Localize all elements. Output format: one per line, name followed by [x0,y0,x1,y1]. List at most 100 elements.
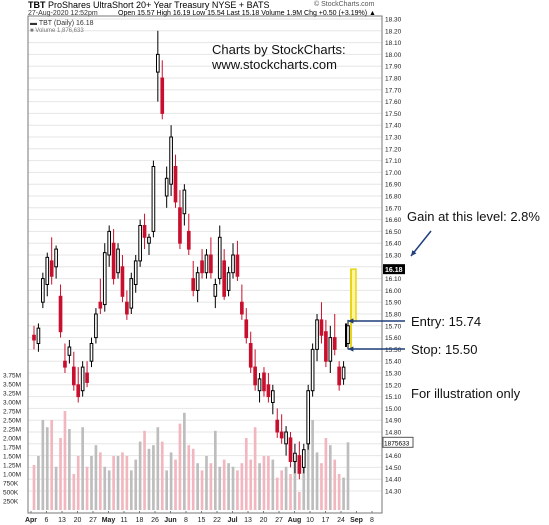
volume-tick-label: 2.75M [3,409,21,416]
price-tick-label: 17.30 [385,135,402,142]
candle-body [275,419,280,433]
candle-body [235,254,240,277]
price-tick-label: 18.20 [385,28,402,35]
candle-body [169,136,173,185]
volume-bar [337,474,341,510]
candle-body [226,272,231,291]
candle-body [178,207,182,244]
candle-body [200,260,204,274]
price-tick-label: 14.30 [385,489,402,496]
candle-body [49,260,54,277]
candle-body [288,437,293,462]
candle-body [54,248,58,268]
source-credit: © StockCharts.com [314,1,375,8]
candle-body [310,348,315,392]
volume-bar [90,456,93,510]
candle-body [279,431,284,439]
volume-bar [174,459,177,510]
candle-body [71,366,76,386]
volume-tick-label: 2.50M [3,418,21,425]
volume-bar [160,441,164,510]
chart-datetime: 27-Aug-2020 12:52pm [28,10,98,17]
volume-bar [85,466,89,510]
x-tick-label: 24 [337,517,345,524]
price-tick-label: 16.30 [385,253,402,260]
volume-bar [227,463,230,510]
volume-bar [50,420,54,510]
x-tick-label: May [102,517,116,524]
volume-bar [134,459,138,510]
volume-bar [222,459,226,510]
x-tick-label: 17 [322,517,330,524]
volume-bar [267,456,270,510]
volume-bar [333,459,337,510]
candle-body [332,337,337,350]
candle-body [111,242,116,280]
entry-arrow-head [348,318,354,324]
volume-bar [116,456,120,510]
volume-bar [280,470,283,510]
gain-arrow-head [411,250,417,256]
volume-bar [72,474,76,510]
security-name: ProShares UltraShort 20+ Year Treasury N… [48,0,270,10]
candle-body [151,166,156,232]
volume-tick-label: 3.50M [3,382,21,389]
gridlines [28,18,382,492]
axes: 18.30 18.20 18.10 18.00 17.90 17.80 17.70 17.60… [3,17,402,525]
price-tick-label: 15.30 [385,371,402,378]
volume-bar [328,445,332,510]
volume-bar [258,463,261,510]
price-tick-label: 15.90 [385,300,402,307]
volume-bar [94,445,98,510]
x-tick-label: 8 [370,517,374,524]
volume-bar [244,438,248,510]
volume-bar [107,470,111,510]
candle-body [76,384,81,398]
x-tick-label: 20 [260,517,268,524]
candle-body [253,366,257,386]
last-price-marker [383,264,405,275]
volume-bar [37,456,40,510]
volume-tick-label: 1.25M [3,463,21,470]
x-tick-label: 6 [45,517,49,524]
x-tick-label: 18 [136,517,144,524]
candle-body [284,431,288,445]
candle-body [63,360,67,368]
x-tick-label: 13 [244,517,252,524]
candle-body [85,372,89,383]
x-tick-label: Jul [227,517,237,524]
volume-bar [125,456,129,510]
price-tick-label: 16.80 [385,194,402,201]
candle-body [341,366,346,380]
volume-bar [200,470,204,510]
candle-body [231,254,235,274]
price-tick-label: 16.00 [385,288,402,295]
x-tick-label: Jun [164,517,176,524]
price-tick-label: 17.00 [385,170,402,177]
volume-bar [103,466,107,510]
candle-body [213,284,218,297]
volume-bar [293,456,297,510]
price-tick-label: 16.90 [385,182,402,189]
price-tick-label: 15.50 [385,347,402,354]
candle-body [58,295,63,333]
candle-body [138,225,142,262]
volume-tick-label: 2.25M [3,427,21,434]
volume-bar [99,452,102,510]
price-tick-label: 15.80 [385,312,402,319]
volume-bar [253,427,257,510]
volume-bars [32,411,350,510]
volume-bar [156,427,160,510]
price-tick-label: 14.60 [385,453,402,460]
volume-bar [112,456,115,510]
volume-bar [68,429,71,510]
volume-tick-label: 1.00M [3,472,21,479]
candle-body [164,177,169,197]
volume-tick-label: 3.75M [3,373,21,380]
price-tick-label: 14.50 [385,465,402,472]
candle-body [120,266,125,297]
volume-tick-label: 500K [3,490,19,497]
volume-tick-label: 1.75M [3,445,21,452]
watermark-url: www.stockcharts.com [212,57,337,72]
candle-body [186,230,191,250]
